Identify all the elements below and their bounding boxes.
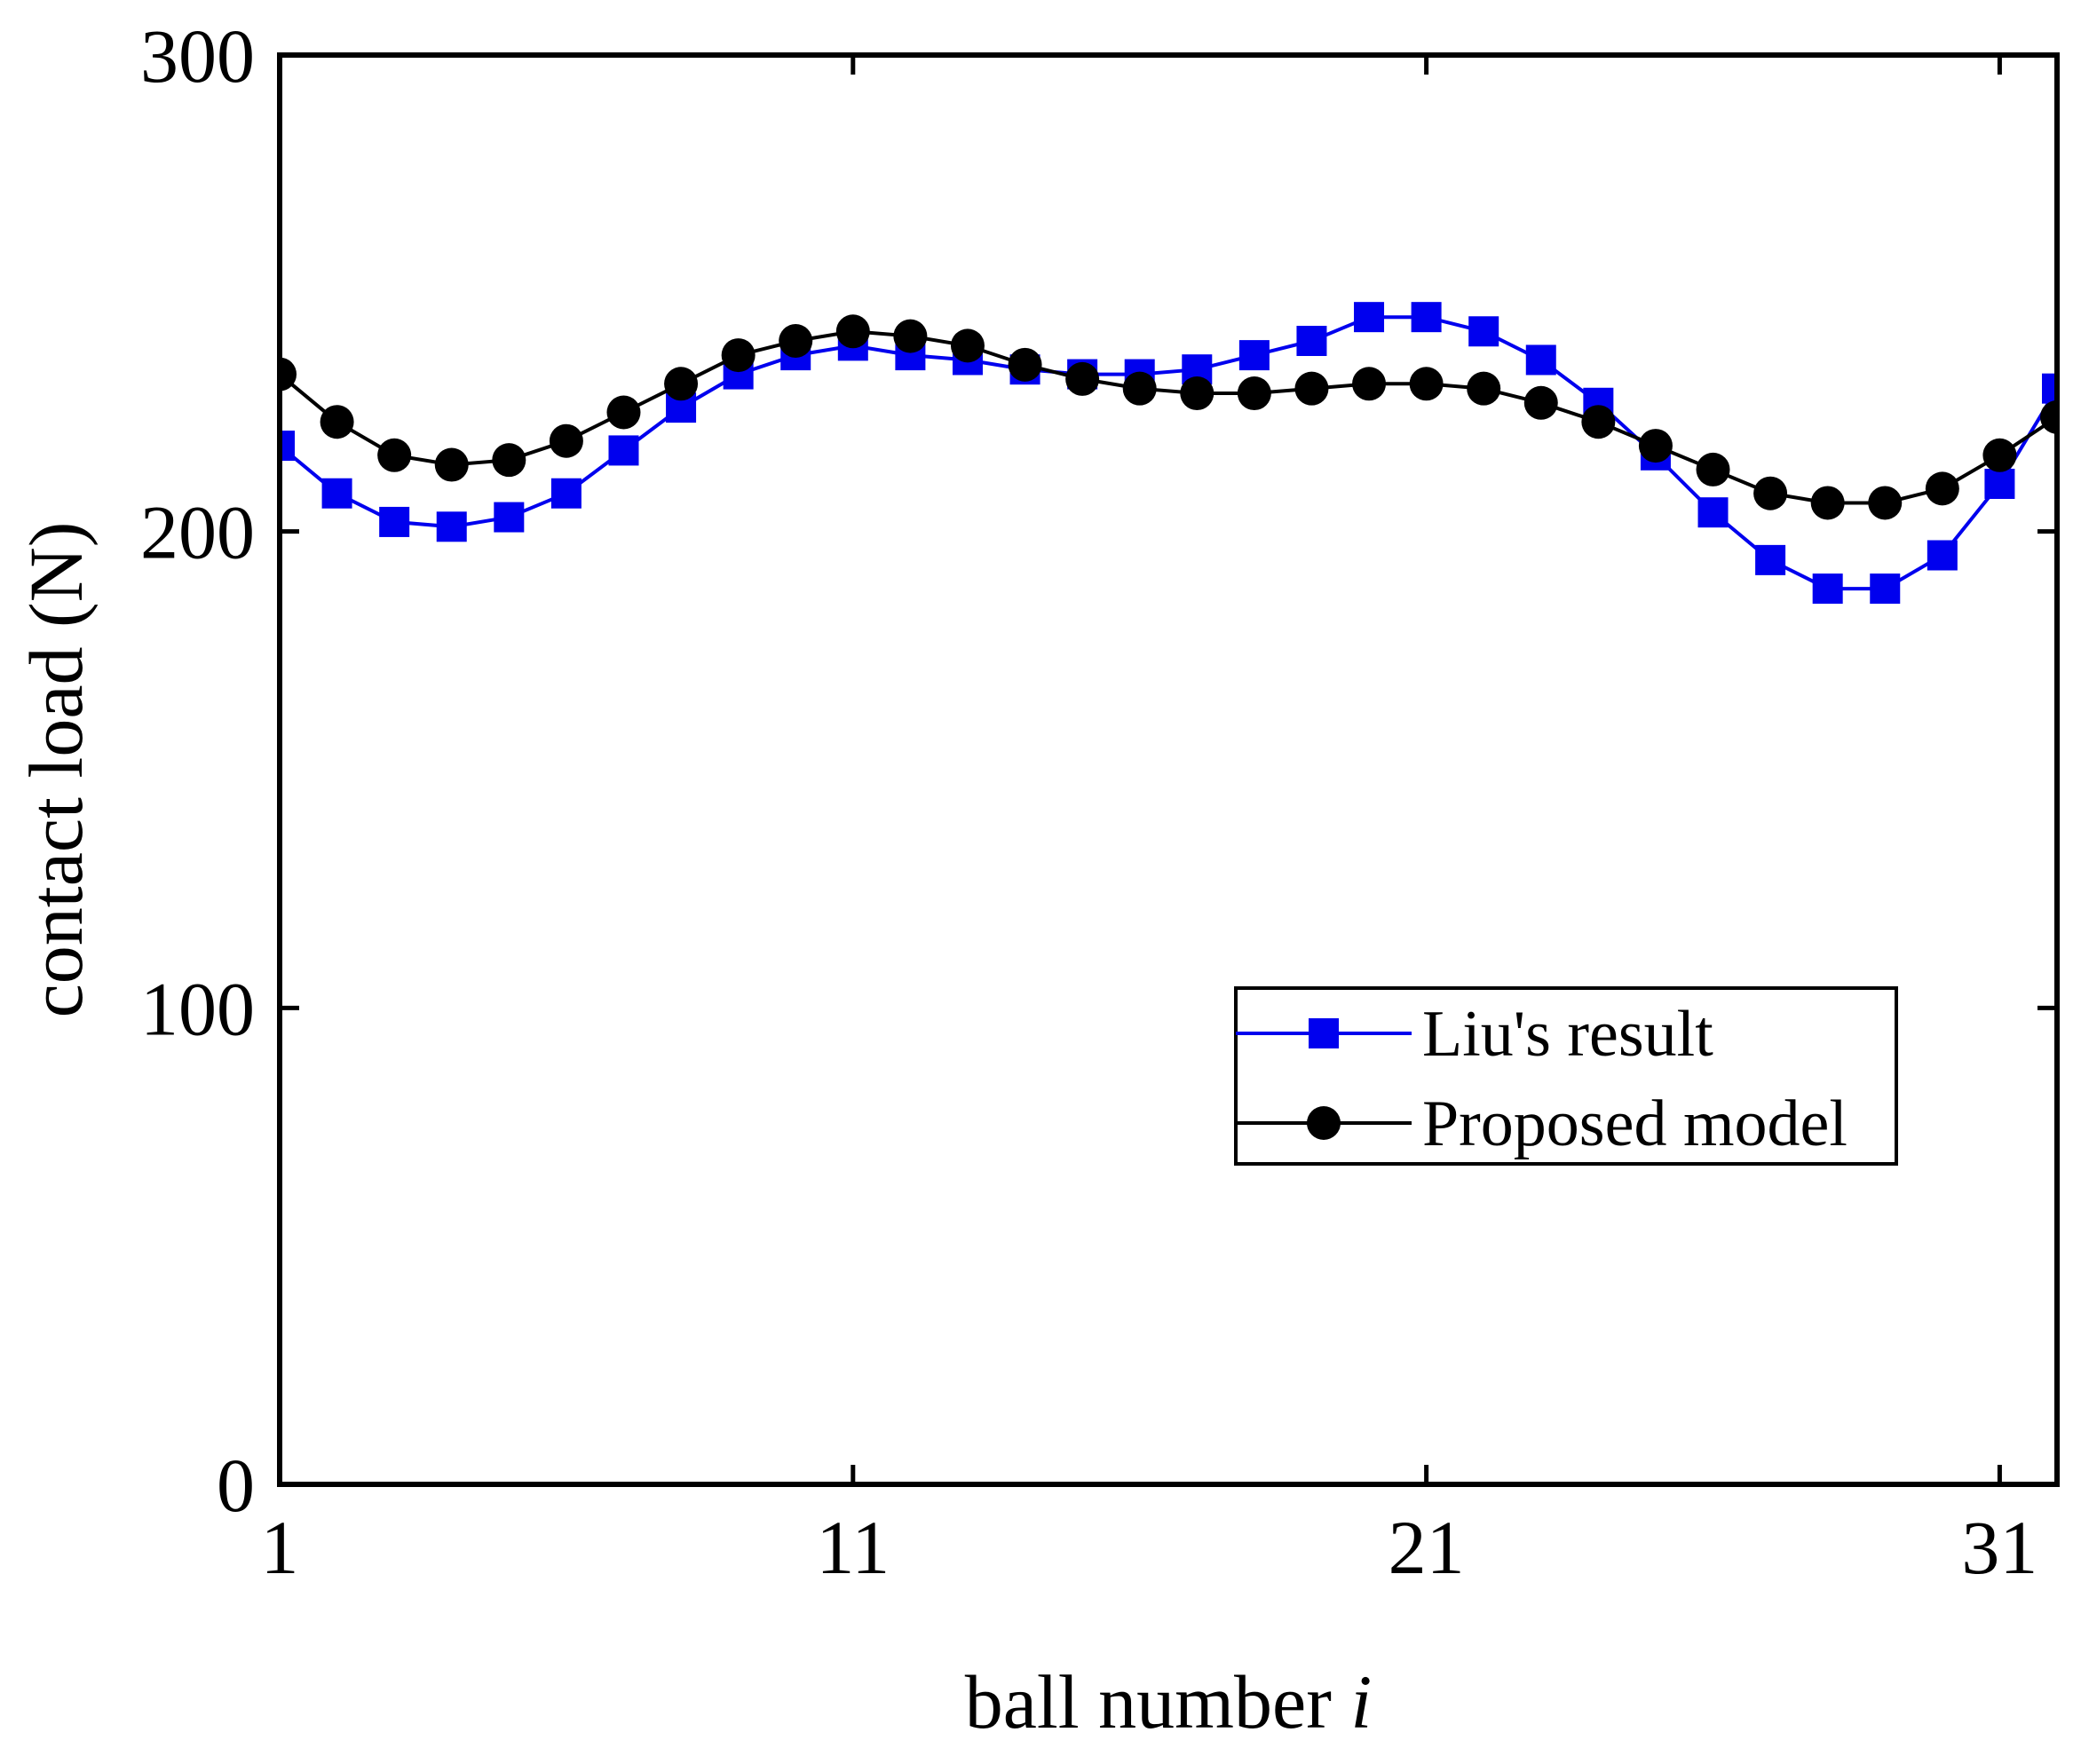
y-tick-label: 200 [140,490,255,575]
plot-frame [277,52,2060,1487]
data-point-proposed-model [1122,371,1157,406]
data-point-proposed-model [280,357,297,392]
data-point-proposed-model [893,319,928,353]
data-point-proposed-model [1523,385,1558,420]
data-point-proposed-model [1868,486,1903,520]
legend-marker-liu-result [1309,1018,1339,1048]
data-point-liu-result [280,431,295,462]
x-tick-label: 31 [1961,1505,2037,1590]
data-point-proposed-model [835,314,870,349]
data-point-liu-result [1755,544,1786,575]
data-point-proposed-model [2040,399,2057,434]
data-point-liu-result [1812,573,1843,605]
data-point-liu-result [550,478,582,509]
data-point-proposed-model [1008,347,1042,382]
data-point-proposed-model [1638,429,1673,463]
y-axis-title: contact load (N) [13,522,99,1018]
legend-entries: Liu's result Proposed model [1236,998,1848,1160]
data-point-liu-result [379,506,410,537]
data-point-liu-result [1870,573,1901,605]
data-point-proposed-model [1352,367,1387,401]
data-point-proposed-model [1982,438,2017,472]
data-point-proposed-model [1925,471,1959,506]
data-point-liu-result [1411,302,1442,333]
data-point-proposed-model [606,395,641,430]
data-point-proposed-model [779,324,813,358]
data-point-liu-result [436,511,467,542]
x-axis-title-variable: i [1350,1659,1372,1744]
data-point-liu-result [1697,497,1729,528]
legend-entry-liu-result: Liu's result [1236,998,1713,1071]
data-point-proposed-model [434,447,469,482]
data-point-proposed-model [1810,486,1845,520]
series-layer [280,302,2057,605]
x-axis-title: ball number i [965,1659,1373,1744]
data-point-liu-result [1984,469,2015,499]
y-tick-label: 0 [217,1443,255,1528]
data-point-proposed-model [1065,361,1100,396]
y-tick-label: 300 [140,13,255,99]
data-point-proposed-model [320,405,354,439]
legend-label-proposed-model: Proposed model [1422,1088,1848,1160]
data-point-proposed-model [1237,376,1271,411]
x-axis-title-text: ball number [965,1659,1332,1744]
ticks-layer [277,52,2057,1487]
data-point-proposed-model [1581,405,1616,439]
data-point-proposed-model [1409,367,1444,401]
legend-box [1234,986,1898,1166]
data-point-liu-result [1296,326,1327,356]
data-point-liu-result [1525,344,1556,376]
x-tick-label: 21 [1389,1505,1465,1590]
data-point-proposed-model [377,438,412,472]
data-point-proposed-model [950,328,985,363]
data-point-liu-result [1238,340,1270,371]
series-proposed-model [280,314,2057,520]
legend-marker-proposed-model [1307,1106,1341,1140]
data-point-proposed-model [721,338,756,373]
x-tick-label: 1 [261,1505,299,1590]
data-point-proposed-model [549,423,583,458]
data-point-liu-result [608,435,639,466]
data-point-liu-result [1927,540,1958,571]
data-point-proposed-model [1696,452,1730,486]
data-point-proposed-model [1467,371,1501,406]
data-point-proposed-model [664,367,699,401]
data-point-liu-result [2042,373,2057,404]
legend-label-liu-result: Liu's result [1422,998,1713,1071]
data-point-liu-result [1354,302,1385,333]
legend: Liu's result Proposed model [1234,986,1898,1166]
data-point-proposed-model [1180,376,1215,411]
plot-area [277,52,2060,1487]
data-point-liu-result [1468,316,1499,347]
data-point-liu-result [494,502,525,533]
data-point-proposed-model [1294,371,1329,406]
data-point-proposed-model [492,443,526,478]
data-point-liu-result [321,478,352,509]
y-tick-label: 100 [140,966,255,1051]
x-tick-label: 11 [816,1505,890,1590]
data-point-proposed-model [1753,476,1788,510]
legend-entry-proposed-model: Proposed model [1236,1088,1848,1160]
